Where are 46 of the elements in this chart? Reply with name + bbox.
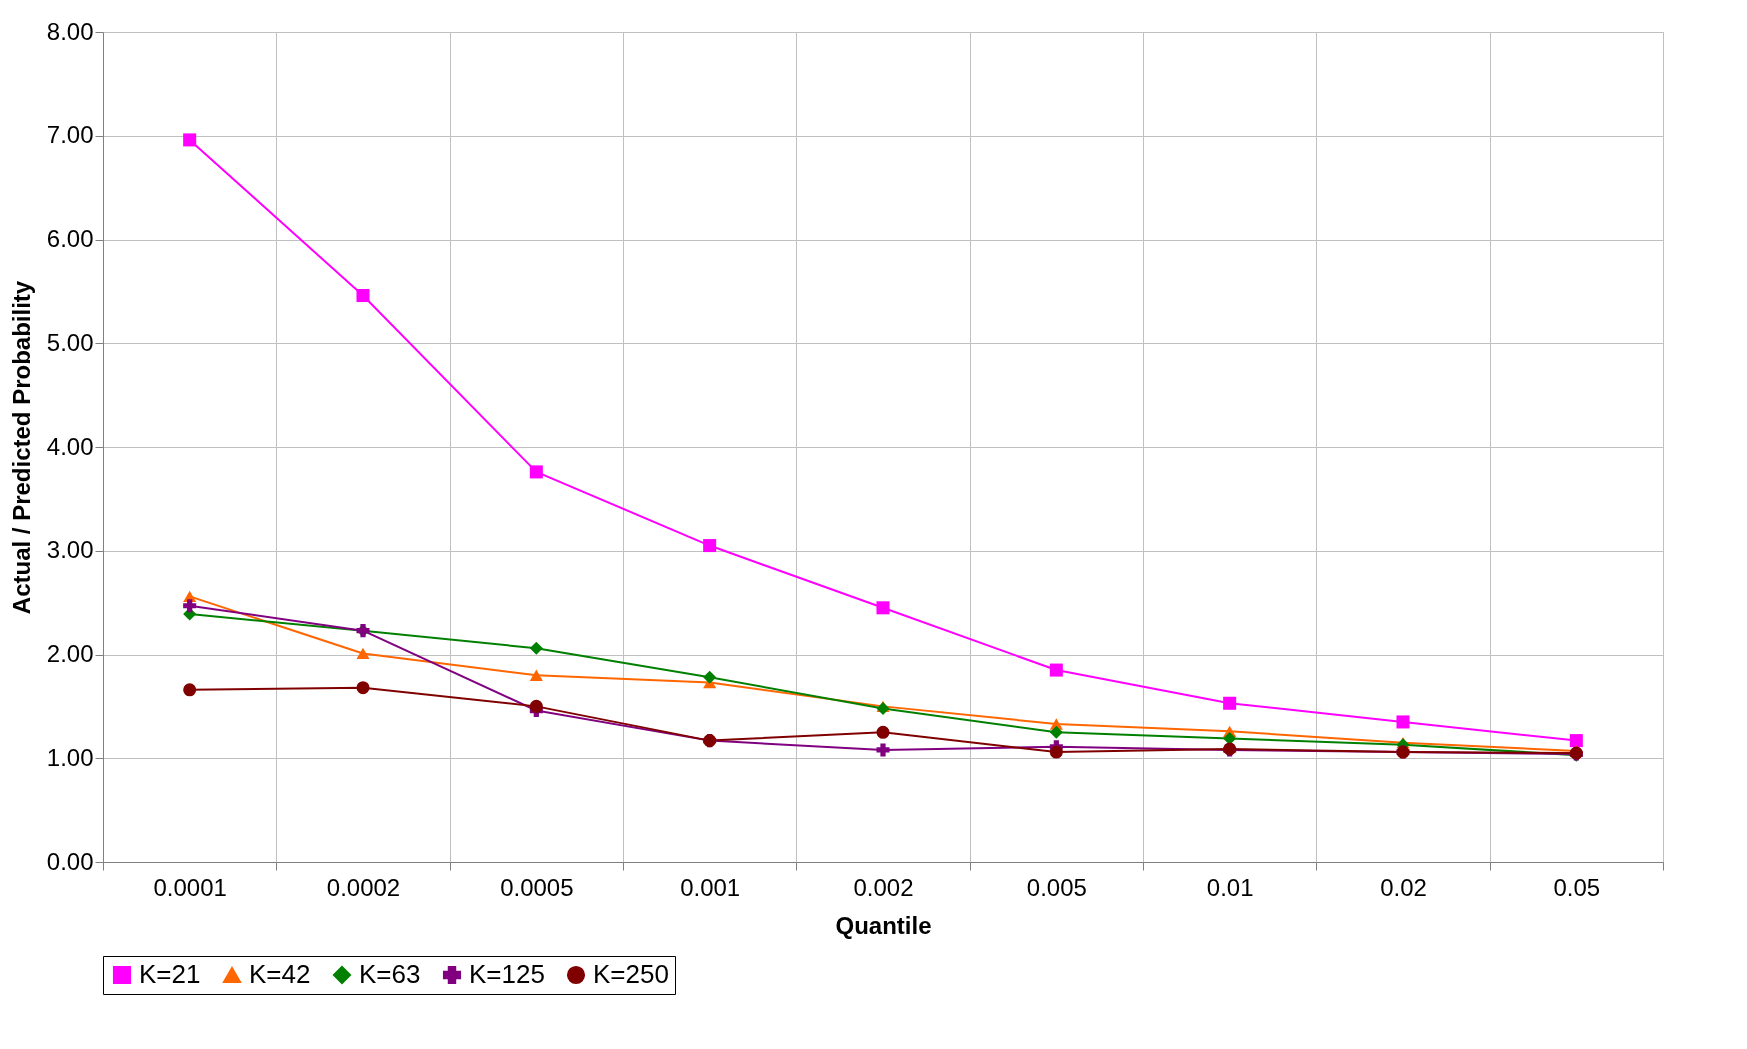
legend-label: K=21 [139, 959, 201, 989]
point [529, 669, 543, 681]
point [703, 670, 717, 684]
x-tick-label: 0.01 [1206, 873, 1254, 901]
point [356, 647, 370, 660]
point [529, 699, 543, 713]
point [1049, 745, 1063, 759]
point [1049, 725, 1063, 739]
y-tick-label: 5.00 [46, 328, 94, 356]
y-tick-label: 4.00 [46, 432, 94, 460]
point [1049, 663, 1063, 677]
x-tick-label: 0.02 [1380, 873, 1427, 901]
x-tick-label: 0.002 [853, 873, 914, 901]
point [183, 683, 197, 697]
x-tick-label: 0.0001 [153, 873, 227, 901]
y-tick-label: 1.00 [46, 743, 94, 771]
x-tick-label: 0.0002 [326, 873, 401, 901]
point [703, 539, 717, 553]
point [876, 743, 890, 757]
y-tick-label: 6.00 [46, 225, 94, 252]
point [183, 133, 197, 147]
legend-label: K=125 [469, 959, 545, 989]
x-axis-title: Quantile [835, 911, 932, 939]
point [529, 465, 543, 479]
y-tick-label: 2.00 [46, 640, 94, 667]
y-tick-label: 3.00 [46, 536, 94, 564]
point [529, 641, 543, 655]
point [183, 599, 197, 613]
y-axis-title: Actual / Predicted Probability [7, 280, 35, 615]
legend-label: K=42 [249, 959, 311, 989]
point [1396, 715, 1410, 729]
y-tick-label: 0.00 [46, 847, 94, 875]
point [876, 601, 890, 615]
point [356, 289, 370, 303]
y-tick-label: 8.00 [46, 17, 94, 45]
point [356, 681, 370, 695]
x-tick-label: 0.0005 [500, 873, 574, 901]
x-tick-label: 0.05 [1553, 873, 1601, 901]
legend-label: K=250 [593, 959, 669, 989]
point [876, 725, 890, 739]
y-tick-label: 7.00 [46, 121, 94, 149]
point [1223, 696, 1237, 710]
x-tick-label: 0.001 [680, 873, 741, 901]
x-tick-label: 0.005 [1026, 873, 1087, 901]
point [1569, 734, 1583, 748]
legend-label: K=63 [359, 959, 421, 989]
